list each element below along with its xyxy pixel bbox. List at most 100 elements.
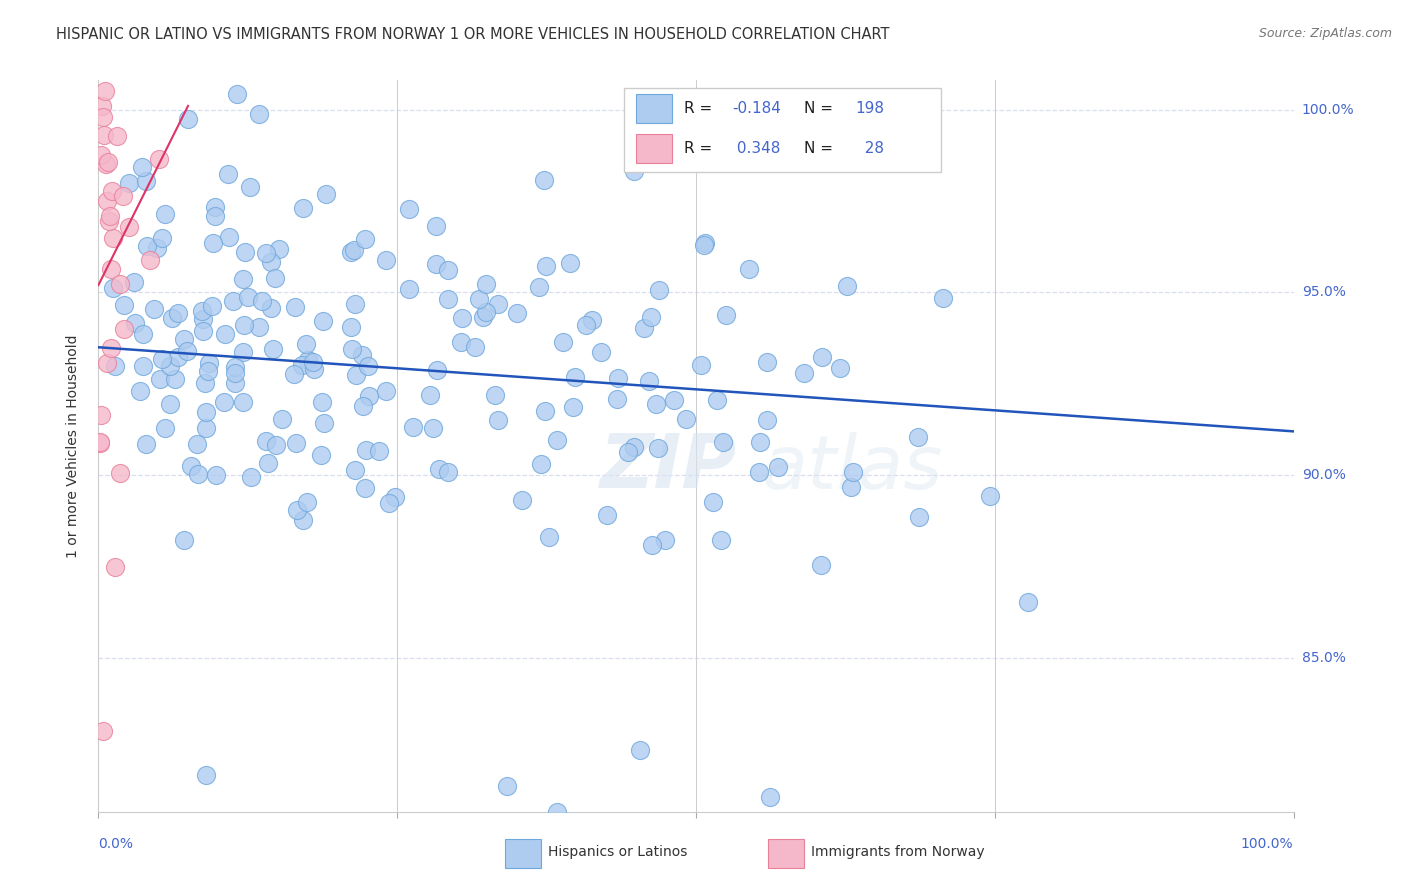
Point <box>91 724 114 739</box>
Point <box>139 253 162 268</box>
Point <box>118 176 141 190</box>
Text: 85.0%: 85.0% <box>1302 651 1346 665</box>
Point <box>591 345 613 359</box>
Point <box>810 558 832 573</box>
Point <box>91 99 114 113</box>
Point <box>640 310 662 324</box>
Point <box>755 355 778 369</box>
Point <box>402 420 425 434</box>
Text: Immigrants from Norway: Immigrants from Norway <box>811 845 984 859</box>
Point <box>132 359 155 374</box>
Point <box>153 420 176 434</box>
Bar <box>768 838 804 868</box>
Text: 0.348: 0.348 <box>733 141 780 156</box>
Point <box>239 179 262 194</box>
Point <box>262 342 284 356</box>
Point <box>623 440 645 454</box>
Point <box>97 214 120 228</box>
Point <box>748 465 770 479</box>
Point <box>292 513 315 527</box>
Point <box>100 341 122 355</box>
Point <box>194 376 217 390</box>
Point <box>359 389 381 403</box>
Point <box>94 84 117 98</box>
Point <box>291 202 314 216</box>
Text: 198: 198 <box>855 101 884 116</box>
Point <box>343 297 366 311</box>
Point <box>145 241 167 255</box>
Point <box>153 207 176 221</box>
Point <box>111 189 134 203</box>
Point <box>575 318 598 333</box>
Point <box>195 768 218 782</box>
Point <box>204 200 226 214</box>
Text: HISPANIC OR LATINO VS IMMIGRANTS FROM NORWAY 1 OR MORE VEHICLES IN HOUSEHOLD COR: HISPANIC OR LATINO VS IMMIGRANTS FROM NO… <box>56 27 890 42</box>
Point <box>437 292 460 306</box>
Point <box>561 400 583 414</box>
Point <box>89 435 111 450</box>
Text: 0.0%: 0.0% <box>98 837 134 851</box>
Point <box>654 533 676 547</box>
Point <box>233 244 256 259</box>
Point <box>177 112 200 126</box>
Point <box>233 318 256 332</box>
Point <box>201 236 224 251</box>
Point <box>160 310 183 325</box>
Point <box>191 303 214 318</box>
Point <box>132 327 155 342</box>
Point <box>749 434 772 449</box>
Point <box>1017 595 1039 609</box>
Point <box>201 299 224 313</box>
Point <box>342 243 364 257</box>
Point <box>344 463 367 477</box>
Point <box>232 394 254 409</box>
Point <box>689 358 711 372</box>
Point <box>416 827 439 841</box>
Point <box>218 230 240 244</box>
Point <box>558 256 581 270</box>
Point <box>486 413 509 427</box>
Point <box>135 437 157 451</box>
Point <box>173 533 195 548</box>
Point <box>294 337 316 351</box>
Point <box>426 362 449 376</box>
Point <box>105 128 128 143</box>
Point <box>214 326 236 341</box>
Point <box>907 430 929 444</box>
Point <box>536 259 558 273</box>
Point <box>309 448 332 462</box>
Point <box>374 253 396 268</box>
Point <box>546 805 568 819</box>
Point <box>709 533 731 548</box>
Point <box>224 367 246 381</box>
Point <box>159 397 181 411</box>
Point <box>98 209 121 223</box>
Point <box>352 348 374 362</box>
Point <box>437 263 460 277</box>
Point <box>250 294 273 309</box>
Point <box>759 790 782 805</box>
Point <box>606 392 628 406</box>
Point <box>148 152 170 166</box>
Point <box>150 352 173 367</box>
Point <box>101 281 124 295</box>
Point <box>104 359 127 374</box>
Point <box>191 312 214 326</box>
Point <box>93 128 115 143</box>
Point <box>90 408 112 422</box>
Point <box>94 157 117 171</box>
Point <box>100 261 122 276</box>
Point <box>546 434 568 448</box>
Point <box>152 231 174 245</box>
Point <box>793 367 815 381</box>
Point <box>135 173 157 187</box>
Point <box>232 344 254 359</box>
Point <box>616 445 638 459</box>
Point <box>135 239 157 253</box>
Text: R =: R = <box>685 101 717 116</box>
Point <box>425 219 447 234</box>
Text: -0.184: -0.184 <box>733 101 780 116</box>
Point <box>529 280 551 294</box>
Point <box>204 210 226 224</box>
Point <box>104 559 127 574</box>
